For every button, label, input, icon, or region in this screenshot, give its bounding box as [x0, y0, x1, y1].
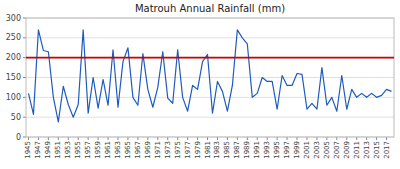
- x-tick-label: 1947: [34, 141, 42, 159]
- y-tick-label: 300: [6, 14, 21, 23]
- y-tick-label: 0: [16, 133, 21, 142]
- x-tick-label: 1963: [114, 141, 122, 159]
- x-tick-label: 1987: [233, 141, 241, 159]
- x-tick-label: 2013: [363, 141, 371, 159]
- x-tick-label: 1957: [84, 141, 92, 159]
- x-tick-label: 1979: [194, 141, 202, 159]
- x-tick-label: 1997: [283, 141, 291, 159]
- x-tick-label: 1991: [253, 141, 261, 159]
- rainfall-line: [28, 30, 391, 122]
- x-tick-label: 2001: [303, 141, 311, 159]
- x-tick-label: 1973: [164, 141, 172, 159]
- x-tick-label: 1965: [124, 141, 132, 159]
- plot-area: [26, 30, 394, 122]
- plot-frame: [26, 18, 394, 137]
- x-tick-label: 1953: [64, 141, 72, 159]
- x-tick-label: 1959: [94, 141, 102, 159]
- x-tick-label: 1951: [54, 141, 62, 159]
- x-tick-label: 2017: [383, 141, 391, 159]
- x-tick-label: 1955: [74, 141, 82, 159]
- x-tick-label: 1945: [24, 141, 32, 159]
- x-tick-label: 1969: [144, 141, 152, 159]
- x-tick-label: 1975: [174, 141, 182, 159]
- x-tick-label: 2003: [313, 141, 321, 159]
- y-tick-label: 250: [6, 33, 21, 42]
- grid-line: [26, 117, 394, 118]
- mean-line: [26, 57, 394, 59]
- x-tick-label: 2007: [333, 141, 341, 159]
- y-tick-label: 50: [11, 113, 21, 122]
- y-tick-label: 100: [6, 93, 21, 102]
- x-tick-label: 2015: [373, 141, 381, 159]
- x-tick-label: 2005: [323, 141, 331, 159]
- y-tick-label: 200: [6, 53, 21, 62]
- x-tick-label: 1989: [243, 141, 251, 159]
- x-tick-label: 1995: [273, 141, 281, 159]
- grid-line: [26, 57, 394, 58]
- x-tick-label: 1971: [154, 141, 162, 159]
- x-tick-label: 1961: [104, 141, 112, 159]
- x-tick-label: 2009: [343, 141, 351, 159]
- x-tick-label: 2011: [353, 141, 361, 159]
- x-tick-label: 1993: [263, 141, 271, 159]
- grid-line: [26, 37, 394, 38]
- y-tick-label: 150: [6, 73, 21, 82]
- chart: Matrouh Annual Rainfall (mm) 0 50 100 150 200…: [0, 0, 400, 169]
- x-tick-label: 1999: [293, 141, 301, 159]
- x-tick-label: 1981: [204, 141, 212, 159]
- x-tick-label: 1967: [134, 141, 142, 159]
- x-tick-label: 1983: [213, 141, 221, 159]
- x-tick-label: 1949: [44, 141, 52, 159]
- x-tick-label: 1977: [184, 141, 192, 159]
- x-tick-label: 1985: [223, 141, 231, 159]
- axes: 0501001502002503001945194719491951195319…: [6, 14, 394, 159]
- grid: [26, 18, 394, 137]
- title: Matrouh Annual Rainfall (mm): [135, 3, 285, 14]
